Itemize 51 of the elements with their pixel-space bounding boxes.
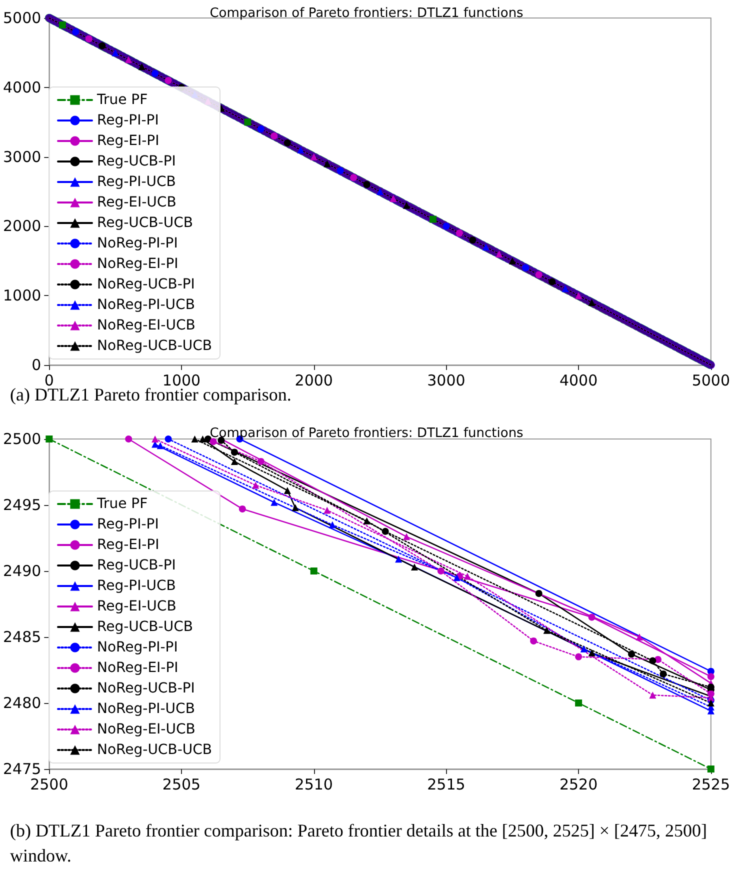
legend-label: True PF [96, 92, 148, 108]
legend-label: NoReg-EI-UCB [97, 318, 196, 334]
x-tick-label: 2510 [294, 776, 333, 794]
legend-label: NoReg-EI-PI [97, 660, 178, 676]
legend-label: NoReg-UCB-UCB [97, 338, 212, 354]
legend-label: NoReg-PI-PI [97, 640, 178, 656]
legend-label: Reg-EI-PI [97, 537, 160, 553]
y-tick-label: 2500 [2, 430, 42, 448]
y-tick-label: 2495 [2, 496, 42, 514]
x-tick-label: 2505 [162, 776, 201, 794]
legend-label: NoReg-EI-UCB [97, 722, 196, 738]
chart-title: Comparison of Pareto frontiers: DTLZ1 functions [210, 426, 524, 441]
x-tick-label: 2500 [30, 776, 68, 794]
legend-label: Reg-UCB-UCB [97, 215, 193, 231]
y-tick-label: 2475 [2, 760, 42, 778]
y-tick-label: 2000 [2, 217, 42, 236]
x-tick-label: 2000 [294, 372, 333, 390]
legend-label: Reg-EI-PI [97, 133, 160, 149]
text: (b) DTLZ1 Pareto frontier comparison: Pareto frontier details at the [2500, 2525] × [2475, 2500] window. [10, 820, 712, 866]
legend-label: Reg-EI-UCB [97, 598, 176, 614]
legend-label: NoReg-UCB-PI [97, 276, 195, 292]
x-tick-label: 2520 [559, 776, 598, 794]
x-tick-label: 2525 [692, 776, 730, 794]
legend-label: Reg-UCB-PI [97, 154, 176, 170]
legend-label: Reg-PI-UCB [97, 174, 176, 190]
y-tick-label: 4000 [2, 78, 42, 96]
legend-label: Reg-UCB-UCB [97, 619, 193, 635]
x-tick-label: 2515 [427, 776, 466, 794]
legend-label: NoReg-UCB-PI [97, 680, 195, 696]
legend-label: Reg-EI-UCB [97, 194, 176, 210]
legend-label: NoReg-PI-UCB [97, 701, 195, 717]
y-tick-label: 0 [32, 356, 42, 374]
legend-label: Reg-PI-UCB [97, 578, 176, 594]
legend-label: Reg-PI-PI [97, 112, 159, 128]
legend-label: Reg-PI-PI [97, 516, 159, 532]
x-tick-label: 3000 [427, 372, 466, 390]
y-tick-label: 2490 [2, 562, 42, 580]
legend-label: NoReg-EI-PI [97, 256, 178, 272]
legend-label: Reg-UCB-PI [97, 558, 176, 574]
legend-label: NoReg-PI-UCB [97, 297, 195, 313]
y-tick-label: 2485 [2, 628, 42, 646]
x-tick-label: 5000 [692, 372, 730, 390]
y-tick-label: 1000 [2, 286, 42, 305]
x-tick-label: 4000 [559, 372, 598, 390]
chart-title: Comparison of Pareto frontiers: DTLZ1 functions [210, 6, 524, 21]
y-tick-label: 5000 [2, 9, 42, 27]
legend-label: NoReg-UCB-UCB [97, 742, 212, 758]
y-tick-label: 2480 [2, 694, 42, 712]
y-tick-label: 3000 [2, 148, 42, 166]
legend-label: NoReg-PI-PI [97, 236, 178, 252]
legend-label: True PF [96, 496, 148, 512]
